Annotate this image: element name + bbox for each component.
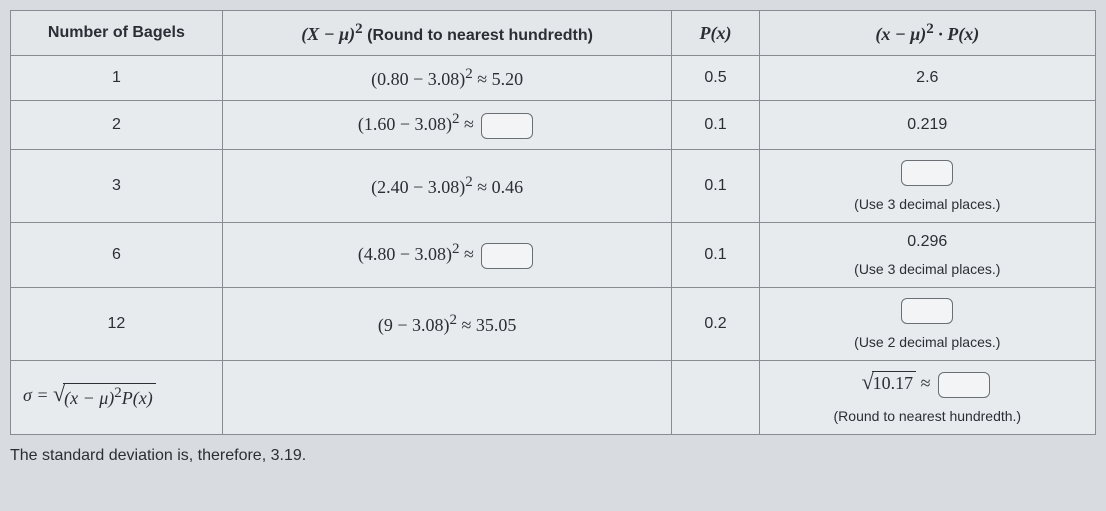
cell-bagels: 2: [11, 101, 223, 150]
answer-input[interactable]: [481, 113, 533, 139]
footer-text: The standard deviation is, therefore, 3.…: [10, 447, 1096, 465]
answer-input[interactable]: [481, 243, 533, 269]
answer-input[interactable]: [938, 372, 990, 398]
cell-product: (Use 3 decimal places.): [759, 149, 1095, 222]
precision-hint: (Use 2 decimal places.): [854, 334, 1000, 350]
cell-probability: 0.1: [672, 101, 759, 150]
cell-expression: (9 − 3.08)2 ≈ 35.05: [222, 287, 672, 360]
table-row: 6(4.80 − 3.08)2 ≈ 0.1 0.296 (Use 3 decimal…: [11, 222, 1096, 287]
table-row: 12(9 − 3.08)2 ≈ 35.050.2 (Use 2 decimal p…: [11, 287, 1096, 360]
result-value: 2.6: [916, 69, 938, 87]
header-px: P(x): [672, 11, 759, 56]
empty-cell: [672, 360, 759, 434]
cell-expression: (1.60 − 3.08)2 ≈: [222, 101, 672, 150]
header-row: Number of Bagels (X − μ)2 (Round to near…: [11, 11, 1096, 56]
header-xmu2: (X − μ)2 (Round to nearest hundredth): [222, 11, 672, 56]
cell-probability: 0.1: [672, 222, 759, 287]
table-row: 3(2.40 − 3.08)2 ≈ 0.460.1 (Use 3 decimal …: [11, 149, 1096, 222]
cell-product: (Use 2 decimal places.): [759, 287, 1095, 360]
cell-bagels: 3: [11, 149, 223, 222]
cell-probability: 0.2: [672, 287, 759, 360]
cell-probability: 0.5: [672, 56, 759, 101]
cell-product: 2.6: [759, 56, 1095, 101]
sigma-formula: σ = √(x − μ)2P(x): [11, 360, 223, 434]
cell-bagels: 1: [11, 56, 223, 101]
variance-table: Number of Bagels (X − μ)2 (Round to near…: [10, 10, 1096, 435]
sigma-result: √10.17 ≈ (Round to nearest hundredth.): [759, 360, 1095, 434]
sigma-row: σ = √(x − μ)2P(x) √10.17 ≈ (Round to near…: [11, 360, 1096, 434]
cell-expression: (2.40 − 3.08)2 ≈ 0.46: [222, 149, 672, 222]
cell-expression: (4.80 − 3.08)2 ≈: [222, 222, 672, 287]
cell-bagels: 12: [11, 287, 223, 360]
header-bagels: Number of Bagels: [11, 11, 223, 56]
precision-hint: (Round to nearest hundredth.): [834, 408, 1022, 424]
table-row: 1(0.80 − 3.08)2 ≈ 5.200.5 2.6: [11, 56, 1096, 101]
answer-input[interactable]: [901, 298, 953, 324]
cell-product: 0.219: [759, 101, 1095, 150]
precision-hint: (Use 3 decimal places.): [854, 196, 1000, 212]
result-value: 0.296: [907, 233, 947, 251]
result-value: 0.219: [907, 116, 947, 134]
cell-expression: (0.80 − 3.08)2 ≈ 5.20: [222, 56, 672, 101]
cell-bagels: 6: [11, 222, 223, 287]
cell-product: 0.296 (Use 3 decimal places.): [759, 222, 1095, 287]
precision-hint: (Use 3 decimal places.): [854, 261, 1000, 277]
cell-probability: 0.1: [672, 149, 759, 222]
header-product: (x − μ)2 · P(x): [759, 11, 1095, 56]
empty-cell: [222, 360, 672, 434]
table-row: 2(1.60 − 3.08)2 ≈ 0.1 0.219: [11, 101, 1096, 150]
answer-input[interactable]: [901, 160, 953, 186]
